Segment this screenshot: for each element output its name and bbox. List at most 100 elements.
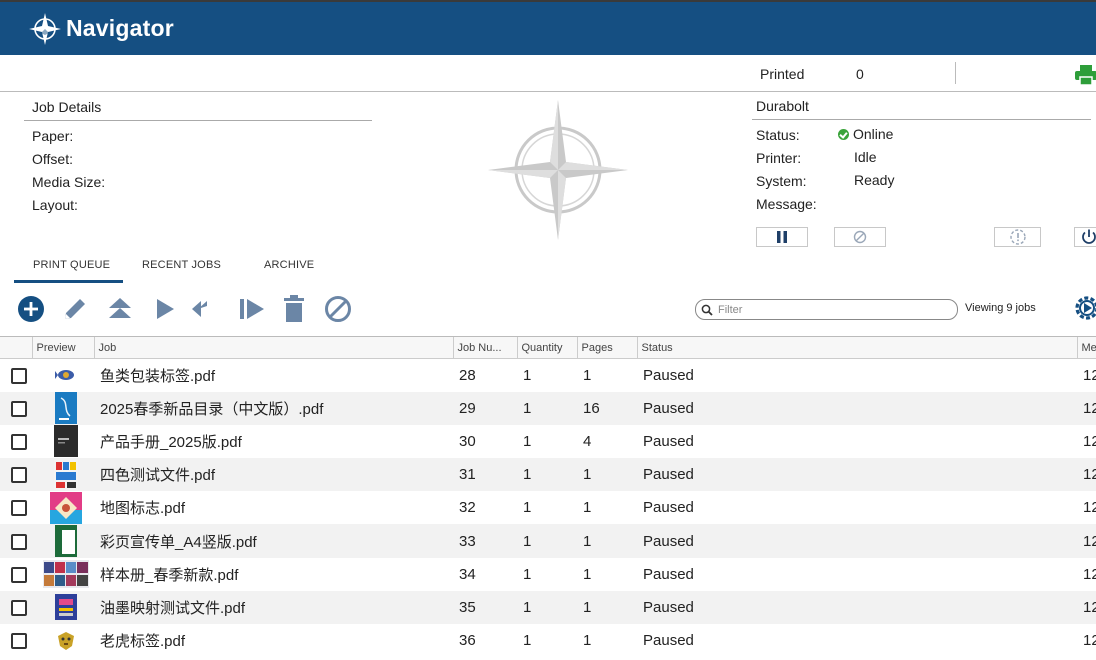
job-media: 12 — [1083, 366, 1096, 384]
job-details-divider — [24, 120, 372, 121]
tab-print-queue[interactable]: PRINT QUEUE — [33, 259, 111, 271]
system-label: System: — [756, 173, 807, 189]
column-header-preview[interactable]: Preview — [31, 336, 94, 359]
table-row[interactable]: 地图标志.pdf 32 1 1 Paused 12 — [0, 491, 1096, 524]
table-row[interactable]: 油墨映射测试文件.pdf 35 1 1 Paused 12 — [0, 590, 1096, 624]
job-media: 12 — [1083, 565, 1096, 583]
job-pages: 1 — [577, 524, 637, 558]
table-row[interactable]: 产品手册_2025版.pdf 30 1 4 Paused 12 — [0, 425, 1096, 458]
row-checkbox[interactable] — [11, 467, 27, 484]
layout-label: Layout: — [32, 197, 78, 213]
table-row[interactable]: 鱼类包装标签.pdf 28 1 1 Paused 12 — [0, 359, 1096, 392]
printer-icon[interactable] — [1074, 64, 1096, 86]
tab-archive[interactable]: ARCHIVE — [264, 259, 315, 271]
job-quantity: 1 — [517, 458, 577, 492]
job-table: Preview Job Job Nu... Quantity Pages Sta… — [0, 336, 1096, 657]
system-value: Ready — [854, 172, 895, 188]
alert-button[interactable] — [994, 227, 1041, 247]
cancel-job-button[interactable] — [834, 227, 886, 247]
column-header-quantity[interactable]: Quantity — [516, 336, 577, 359]
job-quantity: 1 — [523, 499, 532, 517]
job-name: 彩页宣传单_A4竖版.pdf — [94, 524, 453, 558]
job-quantity: 1 — [523, 366, 532, 384]
filter-input[interactable] — [718, 302, 948, 317]
row-checkbox[interactable] — [11, 433, 27, 450]
edit-job-button[interactable] — [60, 294, 90, 324]
move-to-top-button[interactable] — [105, 294, 135, 324]
table-row[interactable]: 样本册_春季新款.pdf 34 1 1 Paused 12 — [0, 558, 1096, 591]
table-row[interactable]: 老虎标签.pdf 36 1 1 Paused 12 — [0, 624, 1096, 657]
printer-divider — [752, 119, 1091, 120]
status-value: Online — [838, 126, 893, 142]
column-header-job-number[interactable]: Job Nu... — [452, 336, 517, 359]
paper-label: Paper: — [32, 128, 74, 144]
printer-value: Idle — [854, 149, 877, 165]
reply-all-icon — [192, 301, 207, 317]
compass-logo-icon — [29, 13, 61, 45]
column-header-media[interactable]: Me — [1076, 336, 1096, 359]
job-number: 33 — [453, 524, 517, 558]
column-header-pages[interactable]: Pages — [576, 336, 637, 359]
step-forward-button[interactable] — [237, 294, 267, 324]
move-to-top-icon — [109, 298, 131, 318]
table-row[interactable]: 2025春季新品目录（中文版）.pdf 29 1 16 Paused 12 — [0, 391, 1096, 425]
online-check-icon — [838, 129, 849, 140]
row-checkbox[interactable] — [11, 566, 27, 583]
print-button[interactable] — [150, 294, 180, 324]
job-pages: 1 — [577, 458, 637, 492]
table-row[interactable]: 彩页宣传单_A4竖版.pdf 33 1 1 Paused 12 — [0, 524, 1096, 558]
job-number: 29 — [453, 391, 517, 425]
row-checkbox[interactable] — [11, 400, 27, 417]
column-header-job[interactable]: Job — [93, 336, 453, 359]
cancel-button[interactable] — [323, 294, 353, 324]
job-thumbnail — [55, 594, 77, 621]
filter-box — [695, 299, 958, 320]
row-checkbox[interactable] — [11, 599, 27, 616]
job-name: 老虎标签.pdf — [100, 633, 186, 651]
job-media: 12 — [1083, 632, 1096, 650]
row-checkbox[interactable] — [11, 500, 27, 517]
power-icon — [1082, 229, 1096, 244]
job-pages: 1 — [583, 366, 592, 384]
job-status: Paused — [637, 391, 1077, 425]
job-quantity: 1 — [517, 391, 577, 425]
row-checkbox[interactable] — [11, 367, 27, 384]
delete-button[interactable] — [279, 294, 309, 324]
column-header-status[interactable]: Status — [636, 336, 1077, 359]
job-name: 油墨映射测试文件.pdf — [94, 590, 453, 624]
job-quantity: 1 — [523, 632, 532, 650]
job-thumbnail — [55, 392, 77, 425]
job-status: Paused — [643, 432, 694, 450]
step-forward-icon — [240, 299, 264, 319]
job-thumbnail — [58, 631, 74, 650]
job-media: 12 — [1083, 499, 1096, 517]
job-pages: 1 — [583, 499, 592, 517]
job-name: 四色测试文件.pdf — [94, 458, 453, 492]
top-bar: Navigator — [0, 0, 1096, 55]
pause-button[interactable] — [756, 227, 808, 247]
trash-icon — [284, 295, 304, 322]
job-number: 28 — [459, 366, 476, 384]
job-number: 31 — [453, 458, 517, 492]
tab-recent-jobs[interactable]: RECENT JOBS — [142, 259, 222, 271]
row-checkbox[interactable] — [11, 633, 27, 650]
row-checkbox[interactable] — [11, 533, 27, 550]
job-thumbnail — [55, 370, 74, 381]
job-number: 36 — [459, 632, 476, 650]
job-quantity: 1 — [523, 432, 532, 450]
job-status: Paused — [643, 565, 694, 583]
printer-name: Durabolt — [756, 98, 809, 114]
power-button[interactable] — [1074, 227, 1096, 247]
section-divider — [0, 91, 1096, 92]
job-status: Paused — [637, 524, 1077, 558]
job-quantity: 1 — [517, 524, 577, 558]
gear-icon[interactable] — [1072, 292, 1096, 324]
table-header-row: Preview Job Job Nu... Quantity Pages Sta… — [0, 336, 1096, 359]
active-tab-indicator — [14, 280, 123, 283]
reprint-button[interactable] — [191, 294, 221, 324]
job-thumbnail — [50, 491, 82, 524]
table-row[interactable]: 四色测试文件.pdf 31 1 1 Paused 12 — [0, 458, 1096, 492]
pause-icon — [777, 231, 787, 243]
compass-watermark-icon — [488, 100, 628, 240]
add-job-button[interactable] — [16, 294, 46, 324]
